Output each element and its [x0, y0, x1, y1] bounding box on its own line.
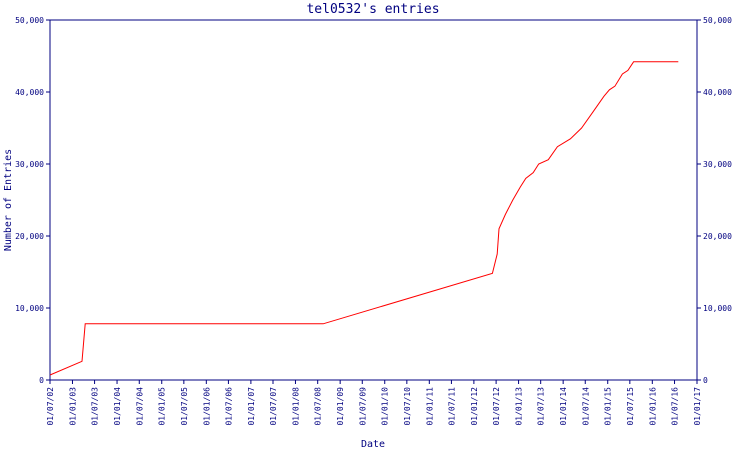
y-tick-label-right: 0: [703, 376, 708, 385]
y-tick-label-left: 30,000: [15, 160, 44, 169]
x-tick-label: 01/01/12: [470, 387, 479, 426]
x-tick-label: 01/01/04: [113, 387, 122, 426]
x-tick-label: 01/07/05: [180, 387, 189, 426]
entries-series-line: [49, 61, 679, 376]
x-tick-label: 01/07/16: [671, 387, 680, 426]
x-tick-label: 01/01/15: [604, 387, 613, 426]
x-axis-ticks: 01/07/02 01/01/03 01/07/03 01/01/04 01/07/04…: [46, 380, 702, 426]
x-tick-label: 01/07/03: [91, 387, 100, 426]
y-tick-label-right: 20,000: [703, 232, 732, 241]
x-tick-label: 01/07/12: [492, 387, 501, 426]
y-axis-ticks: 0 0 10,000 10,000 20,000 20,000 30,000 30,000 40…: [15, 16, 732, 385]
x-tick-label: 01/01/05: [158, 387, 167, 426]
x-tick-label: 01/01/09: [336, 387, 345, 426]
x-tick-label: 01/01/03: [68, 387, 77, 426]
x-tick-label: 01/07/10: [403, 387, 412, 426]
y-tick-label-right: 40,000: [703, 88, 732, 97]
x-axis-label: Date: [361, 439, 385, 450]
x-tick-label: 01/01/13: [515, 387, 524, 426]
x-tick-label: 01/01/16: [648, 387, 657, 426]
y-tick-label-right: 50,000: [703, 16, 732, 25]
x-tick-label: 01/07/11: [447, 387, 456, 426]
x-tick-label: 01/01/14: [559, 387, 568, 426]
y-tick-label-right: 10,000: [703, 304, 732, 313]
x-tick-label: 01/07/14: [581, 387, 590, 426]
chart-title: tel0532's entries: [306, 2, 439, 17]
plot-area: [49, 19, 698, 381]
x-tick-label: 01/01/08: [291, 387, 300, 426]
x-tick-label: 01/01/11: [425, 387, 434, 426]
x-tick-label: 01/01/17: [693, 387, 702, 426]
y-tick-label-left: 50,000: [15, 16, 44, 25]
x-tick-label: 01/07/13: [537, 387, 546, 426]
x-tick-label: 01/07/08: [314, 387, 323, 426]
x-tick-label: 01/07/07: [269, 387, 278, 426]
y-tick-label-left: 0: [39, 376, 44, 385]
series-layer: [49, 61, 679, 376]
plot-frame: [49, 19, 698, 381]
x-tick-label: 01/07/02: [46, 387, 55, 426]
x-tick-label: 01/07/15: [626, 387, 635, 426]
y-tick-label-right: 30,000: [703, 160, 732, 169]
x-tick-label: 01/07/04: [135, 387, 144, 426]
x-tick-label: 01/07/09: [358, 387, 367, 426]
y-tick-label-left: 10,000: [15, 304, 44, 313]
y-tick-label-left: 20,000: [15, 232, 44, 241]
y-tick-label-left: 40,000: [15, 88, 44, 97]
x-tick-label: 01/01/06: [202, 387, 211, 426]
x-tick-label: 01/01/07: [247, 387, 256, 426]
x-tick-label: 01/01/10: [381, 387, 390, 426]
x-tick-label: 01/07/06: [224, 387, 233, 426]
y-axis-label: Number of Entries: [3, 149, 14, 251]
